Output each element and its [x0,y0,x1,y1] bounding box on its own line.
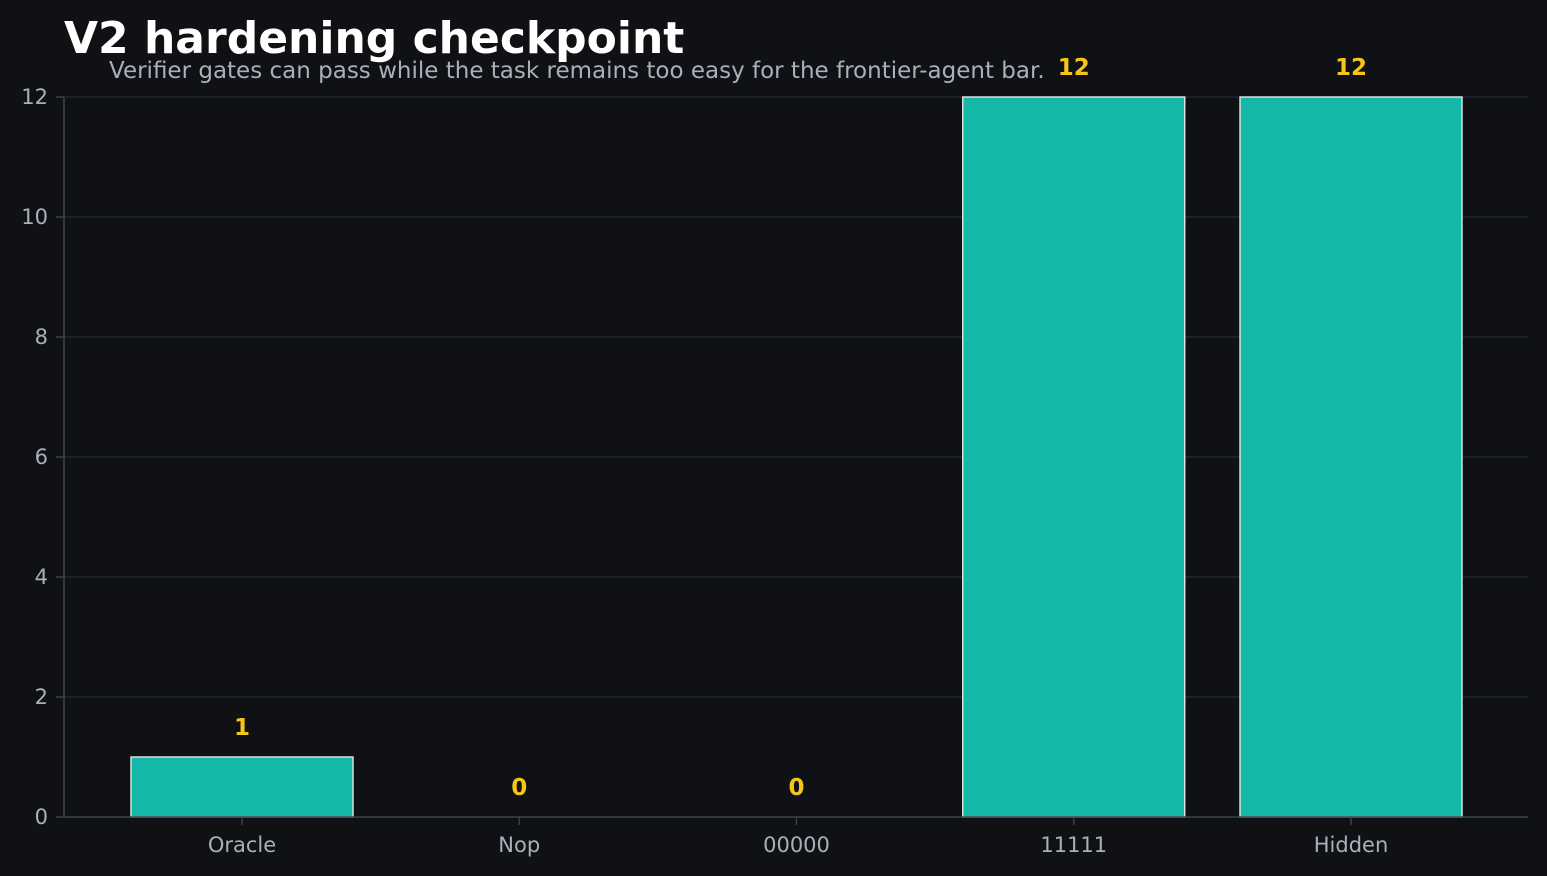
data-label: 0 [511,775,527,801]
x-tick-label: 11111 [1040,833,1107,857]
y-tick-label: 6 [35,445,48,469]
y-tick-label: 0 [35,805,48,829]
chart-subtitle: Verifier gates can pass while the task r… [109,58,1045,84]
bar-hidden [1239,96,1463,818]
y-tick-label: 10 [21,205,48,229]
data-label: 12 [1335,55,1367,81]
data-label: 12 [1058,55,1090,81]
bar-11111 [962,96,1186,818]
data-label: 0 [788,775,804,801]
x-tick-label: Hidden [1314,833,1389,857]
bars [130,96,1463,818]
x-tick-label: Oracle [208,833,276,857]
data-labels: 1 0 0 12 12 [234,55,1367,801]
y-tick-label: 8 [35,325,48,349]
y-tick-label: 4 [35,565,48,589]
x-tick-label: Nop [498,833,540,857]
data-label: 1 [234,715,250,741]
x-tick-label: 00000 [763,833,830,857]
chart-title: V2 hardening checkpoint [64,13,684,64]
bar-oracle [130,756,354,818]
y-tick-label: 2 [35,685,48,709]
y-tick-label: 12 [21,85,48,109]
